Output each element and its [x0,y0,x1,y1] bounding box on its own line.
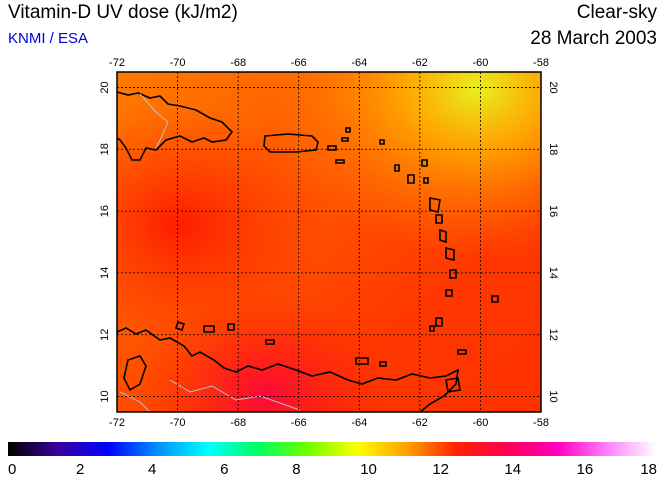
lat-tick-label: 18 [547,143,559,155]
lon-tick-label: -64 [351,57,367,69]
lon-tick-label: -72 [109,57,125,69]
lon-tick-label: -64 [351,417,367,429]
lat-tick-label: 10 [99,390,111,402]
lat-tick-label: 14 [99,267,111,279]
lon-tick-label: -62 [412,417,428,429]
map-title: Vitamin-D UV dose (kJ/m2) [8,2,238,23]
hispaniola-coast [117,91,234,161]
lesser-antilles [379,139,499,355]
lat-tick-label: 20 [547,81,559,93]
colorbar-label: 0 [8,461,16,478]
lon-ticks-bottom: -72 -70 -68 -66 -64 -62 -60 -58 [109,417,549,429]
colorbar-label: 8 [292,461,300,478]
lat-tick-label: 12 [99,329,111,341]
borders [119,93,301,412]
lat-tick-label: 16 [547,205,559,217]
puerto-rico-coast [263,133,319,153]
lat-tick-label: 16 [99,205,111,217]
lat-tick-label: 18 [99,143,111,155]
coastlines [117,91,499,412]
colorbar-label: 6 [220,461,228,478]
lon-ticks-top: -72 -70 -68 -66 -64 -62 -60 -58 [109,57,549,69]
lat-tick-label: 14 [547,267,559,279]
date-label: 28 March 2003 [530,28,657,49]
colorbar-label: 16 [577,461,594,478]
lon-tick-label: -66 [291,57,307,69]
south-america-coast [117,327,460,412]
abc-islands [174,320,275,345]
lon-tick-label: -66 [291,417,307,429]
lon-tick-label: -68 [230,57,246,69]
colorbar [8,442,657,456]
map-frame [116,71,542,413]
lon-tick-label: -70 [170,57,186,69]
lon-tick-label: -72 [109,417,125,429]
source-label: KNMI / ESA [8,30,89,47]
lat-ticks-left: 20 18 16 14 12 10 [99,81,111,402]
maracaibo-lake [123,355,147,392]
colorbar-label: 14 [504,461,521,478]
lat-ticks-right: 20 18 16 14 12 10 [547,81,559,402]
lon-tick-label: -60 [472,57,488,69]
colorbar-label: 18 [640,461,657,478]
colorbar-label: 4 [148,461,156,478]
margarita [355,357,387,367]
virgin-islands [327,127,351,164]
lon-tick-label: -70 [170,417,186,429]
sky-condition: Clear-sky [576,2,657,23]
uv-dose-field [117,72,541,412]
lon-tick-label: -62 [412,57,428,69]
lon-tick-label: -58 [533,417,549,429]
colorbar-label: 10 [360,461,377,478]
lon-tick-label: -60 [472,417,488,429]
lon-tick-label: -68 [230,417,246,429]
trinidad [445,377,461,393]
lat-tick-label: 10 [547,390,559,402]
graticule [117,72,541,412]
colorbar-labels: 0 2 4 6 8 10 12 14 16 18 [8,461,657,478]
lat-tick-label: 12 [547,329,559,341]
colorbar-label: 12 [432,461,449,478]
colorbar-label: 2 [76,461,84,478]
lon-tick-label: -58 [533,57,549,69]
lat-tick-label: 20 [99,81,111,93]
